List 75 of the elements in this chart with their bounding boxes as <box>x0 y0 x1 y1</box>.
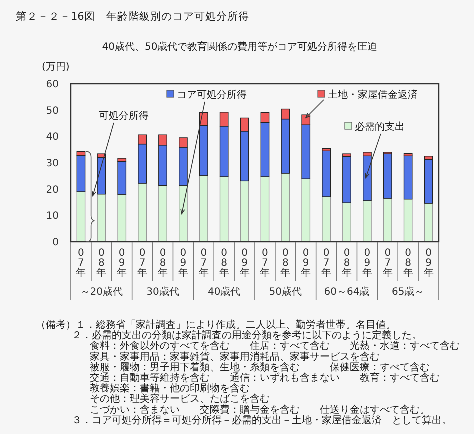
bar <box>383 154 392 199</box>
text: 交通：自動車等維持を含む 通信：いずれも含まない 教育：すべて含む <box>90 372 440 384</box>
x-tick-label: 09年 <box>178 248 188 279</box>
bar <box>97 194 106 242</box>
legend-label: 必需的支出 <box>355 121 405 133</box>
y-tick-label: 40 <box>46 132 59 144</box>
text: （備考）１．総務省「家計調査」により作成。二人以上、勤労者世帯。名目値。 <box>36 319 396 331</box>
bar <box>322 150 331 198</box>
bar <box>383 198 392 242</box>
bar <box>363 156 372 202</box>
y-tick-label: 50 <box>46 106 59 117</box>
bar <box>260 176 270 242</box>
x-tick-label: 08年 <box>342 248 352 279</box>
x-tick-label: 09年 <box>240 248 250 279</box>
x-tick-label: 07年 <box>138 248 148 279</box>
x-tick-label: 08年 <box>280 248 291 279</box>
text: ～20歳代 <box>80 286 124 298</box>
bar <box>220 176 229 242</box>
bar <box>342 156 352 204</box>
bar <box>404 198 413 242</box>
text: その他：理美容サービス、たばこを含む <box>90 393 270 406</box>
y-tick-label: 60 <box>46 80 59 90</box>
bar <box>240 180 250 242</box>
bar <box>199 176 208 242</box>
bar <box>404 156 413 200</box>
bar <box>118 194 127 242</box>
x-tick-label: 09年 <box>424 248 434 279</box>
chart-title: 第２－２－16図 年齢階級別のコア可処分所得 <box>16 10 250 23</box>
bar <box>342 202 352 242</box>
text: 60～64歳 <box>324 286 370 298</box>
bar <box>118 161 127 195</box>
bar <box>302 178 311 242</box>
bar <box>138 183 147 242</box>
bar <box>76 192 86 242</box>
x-tick-label: 07年 <box>198 248 209 279</box>
bar <box>158 185 168 242</box>
text: 被服・履物：男子用下着類、生地・糸類を含む 保健医療：すべて含む <box>90 361 430 374</box>
y-axis-title: (万円) <box>42 62 70 73</box>
x-tick-label: 08年 <box>96 248 107 279</box>
text: 65歳～ <box>392 286 425 298</box>
y-tick-label: 0 <box>52 238 59 248</box>
bar <box>424 159 434 204</box>
text: 50歳代 <box>269 286 302 298</box>
bar <box>281 173 290 242</box>
annotation: 可処分所得 <box>99 110 149 122</box>
bar <box>424 203 434 242</box>
text: 家具・家事用品：家事雑貨、家事用消耗品、家事サービスを含む <box>90 350 380 363</box>
text: ３．コア可処分所得＝可処分所得－必需的支出－土地・家屋借金返済 として算出。 <box>72 414 452 426</box>
x-tick-label: 07年 <box>76 248 86 279</box>
y-tick-label: 10 <box>46 211 59 222</box>
text: 食料：外食以外のすべてを含む 住居：すべて含む 光熱・水道：すべて含む <box>90 340 460 352</box>
x-tick-label: 07年 <box>322 248 332 279</box>
x-tick-label: 08年 <box>158 248 168 279</box>
x-tick-label: 07年 <box>260 248 270 279</box>
chart-subtitle: 40歳代、50歳代で教育関係の費用等がコア可処分所得を圧迫 <box>102 41 378 53</box>
x-tick-label: 09年 <box>117 248 128 279</box>
bar <box>97 157 106 195</box>
y-tick-label: 20 <box>46 184 59 196</box>
x-tick-label: 07年 <box>382 248 393 279</box>
bar <box>322 196 331 242</box>
x-tick-label: 09年 <box>301 248 312 279</box>
text: 30歳代 <box>146 286 180 298</box>
legend-label: コア可処分所得 <box>177 89 247 101</box>
text: 教養娯楽：書籍・他の印刷物を含む <box>90 382 250 395</box>
text: 40歳代 <box>208 286 241 298</box>
bar <box>179 186 188 242</box>
bar <box>363 200 372 242</box>
x-tick-label: 09年 <box>362 248 372 279</box>
y-tick-label: 30 <box>46 158 59 170</box>
x-tick-label: 08年 <box>219 248 230 279</box>
legend-label: 土地・家屋借金返済 <box>328 89 418 101</box>
x-tick-label: 08年 <box>403 248 414 279</box>
bar <box>76 156 86 192</box>
text: こづかい：含まない 交際費：贈与金を含む 仕送り金はすべて含む。 <box>90 404 430 416</box>
text: ２．必需的支出の分類は家計調査の用途分類を参考に以下のように定義した。 <box>72 330 422 342</box>
